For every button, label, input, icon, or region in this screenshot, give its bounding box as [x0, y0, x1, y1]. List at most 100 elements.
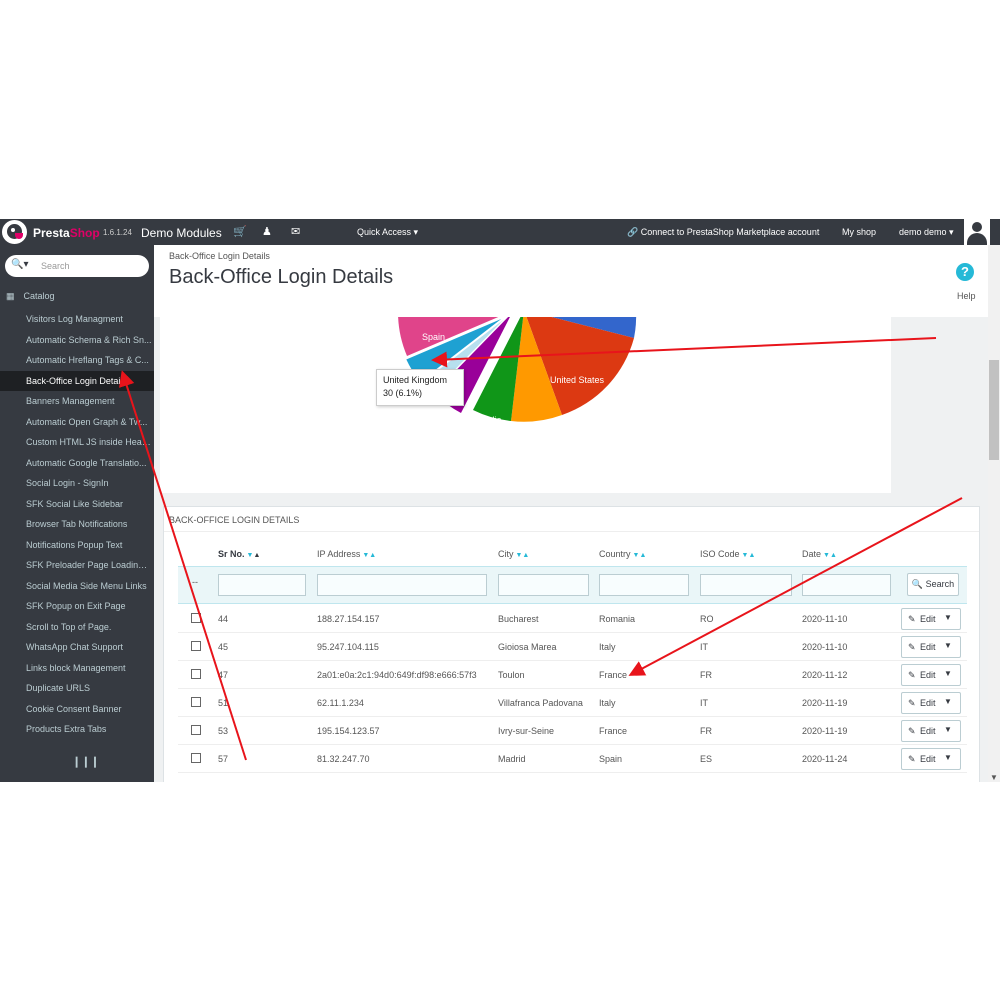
row-checkbox[interactable] — [191, 641, 201, 651]
sidebar-item[interactable]: Notifications Popup Text — [26, 539, 123, 550]
sidebar-item[interactable]: Automatic Hreflang Tags & C... — [26, 355, 149, 365]
column-header-city[interactable]: City ▼▲ — [498, 549, 529, 559]
envelope-icon[interactable]: ✉ — [291, 226, 301, 238]
cell-ip: 81.32.247.70 — [317, 754, 370, 764]
table-row[interactable]: 51 62.11.1.234 Villafranca Padovana Italy IT… — [178, 689, 967, 717]
sidebar-item[interactable]: WhatsApp Chat Support — [26, 642, 124, 652]
row-checkbox[interactable] — [191, 753, 201, 763]
cell-sr: 47 — [218, 670, 229, 680]
filter-ip-address-input[interactable] — [317, 574, 487, 596]
pie-label-united-states: United States — [550, 375, 605, 385]
edit-button[interactable]: ✎ Edit ▼ — [901, 636, 961, 658]
sort-arrows-icon[interactable]: ▼▲ — [741, 552, 756, 559]
filter-iso-code-input[interactable] — [700, 574, 792, 596]
column-header-sr-no-label: Sr No. — [218, 549, 245, 559]
sidebar-item[interactable]: Automatic Schema & Rich Sn... — [26, 334, 152, 345]
sidebar-item[interactable]: Products Extra Tabs — [26, 724, 107, 734]
customer-icon[interactable]: ♟ — [262, 226, 272, 238]
sidebar-item[interactable]: SFK Preloader Page Loading ... — [26, 560, 154, 570]
caret-down-icon[interactable]: ▼ — [944, 753, 952, 762]
filter-sr-no-input[interactable] — [218, 574, 306, 596]
caret-down-icon[interactable]: ▼ — [944, 725, 952, 734]
page-scrollbar[interactable]: ▼ — [988, 245, 1000, 782]
my-shop-link[interactable]: My shop — [842, 227, 877, 237]
search-icon[interactable]: 🔍▾ — [11, 259, 29, 270]
sidebar-item[interactable]: Links block Management — [26, 662, 126, 673]
row-checkbox[interactable] — [191, 613, 201, 623]
sidebar-item[interactable]: SFK Social Like Sidebar — [26, 498, 124, 509]
cell-ip: 195.154.123.57 — [317, 726, 380, 736]
collapse-menu-icon[interactable]: ❙❙❙ — [72, 756, 100, 768]
cell-country: Spain — [599, 754, 623, 764]
quick-access-dropdown[interactable]: Quick Access ▾ — [357, 227, 419, 237]
sidebar-section-catalog[interactable]: ▦ Catalog — [6, 291, 55, 302]
column-header-sr-no[interactable]: Sr No. ▼▲ — [218, 549, 260, 559]
search-input[interactable]: Search — [41, 261, 70, 271]
pie-slice-blue[interactable] — [524, 317, 637, 338]
caret-down-icon[interactable]: ▼ — [944, 613, 952, 622]
help-icon[interactable]: ? — [956, 263, 974, 281]
edit-button[interactable]: ✎ Edit ▼ — [901, 720, 961, 742]
cell-sr: 53 — [218, 726, 229, 736]
breadcrumb[interactable]: Back-Office Login Details — [169, 251, 270, 261]
user-menu[interactable]: demo demo ▾ — [899, 227, 954, 237]
sidebar-item[interactable]: Visitors Log Managment — [26, 314, 123, 324]
cell-date: 2020-11-19 — [802, 726, 848, 736]
cart-icon[interactable]: 🛒 — [233, 226, 247, 238]
panel-title: BACK-OFFICE LOGIN DETAILS — [169, 515, 300, 525]
edit-button[interactable]: ✎ Edit ▼ — [901, 692, 961, 714]
sidebar-item[interactable]: Duplicate URLS — [26, 683, 91, 693]
pencil-icon: ✎ — [908, 670, 916, 680]
shop-name[interactable]: Demo Modules — [141, 226, 222, 240]
help-label[interactable]: Help — [957, 291, 976, 301]
table-row[interactable]: 45 95.247.104.115 Gioiosa Marea Italy IT 2020… — [178, 633, 967, 661]
edit-button[interactable]: ✎ Edit ▼ — [901, 748, 961, 770]
sort-arrows-icon[interactable]: ▼▲ — [823, 552, 837, 559]
sidebar-item[interactable]: Browser Tab Notifications — [26, 519, 128, 529]
row-checkbox[interactable] — [191, 669, 201, 679]
table-row[interactable]: 44 188.27.154.157 Bucharest Romania RO 2020-1… — [178, 605, 967, 633]
caret-down-icon[interactable]: ▼ — [944, 669, 952, 678]
sidebar-item[interactable]: Scroll to Top of Page. — [26, 621, 112, 632]
sidebar-item[interactable]: Banners Management — [26, 396, 115, 406]
filter-date-input[interactable] — [802, 574, 891, 596]
sidebar-item[interactable]: Social Login - SignIn — [26, 478, 109, 488]
filter-country-input[interactable] — [599, 574, 689, 596]
sidebar-item[interactable]: SFK Popup on Exit Page — [26, 601, 126, 611]
sort-arrows-icon[interactable]: ▼▲ — [246, 552, 261, 559]
brand-name[interactable]: PrestaShop — [33, 226, 100, 240]
caret-down-icon[interactable]: ▼ — [944, 697, 952, 706]
search-button[interactable]: 🔍 Search — [907, 573, 959, 596]
edit-label: Edit — [920, 642, 936, 652]
sidebar-item[interactable]: Automatic Google Translatio... — [26, 457, 147, 468]
table-row[interactable]: 53 195.154.123.57 Ivry-sur-Seine France FR 20… — [178, 717, 967, 745]
scrollbar-thumb[interactable] — [989, 360, 999, 460]
column-header-ip-address[interactable]: IP Address ▼▲ — [317, 549, 376, 559]
prestashop-logo-icon[interactable] — [2, 220, 27, 244]
page-title: Back-Office Login Details — [169, 266, 394, 288]
avatar[interactable] — [964, 219, 990, 245]
row-checkbox[interactable] — [191, 697, 201, 707]
sort-arrows-icon[interactable]: ▼▲ — [632, 552, 647, 559]
sidebar-item[interactable]: Social Media Side Menu Links — [26, 580, 147, 591]
sort-arrows-icon[interactable]: ▼▲ — [362, 552, 377, 559]
column-header-iso-code[interactable]: ISO Code ▼▲ — [700, 549, 755, 559]
caret-down-icon[interactable]: ▼ — [944, 641, 952, 650]
edit-button[interactable]: ✎ Edit ▼ — [901, 664, 961, 686]
column-header-country[interactable]: Country ▼▲ — [599, 549, 646, 559]
table-row[interactable]: 57 81.32.247.70 Madrid Spain ES 2020-11-24 ✎ Ed… — [178, 745, 967, 773]
sidebar-item[interactable]: Cookie Consent Banner — [26, 703, 122, 714]
scroll-down-icon[interactable]: ▼ — [990, 773, 998, 782]
column-header-date[interactable]: Date ▼▲ — [802, 549, 837, 559]
edit-button[interactable]: ✎ Edit ▼ — [901, 608, 961, 630]
sidebar-item[interactable]: Automatic Open Graph & Tw... — [26, 416, 148, 427]
row-checkbox[interactable] — [191, 725, 201, 735]
sidebar-item[interactable]: Custom HTML JS inside Head... — [26, 437, 154, 447]
sort-arrows-icon[interactable]: ▼▲ — [515, 552, 530, 559]
sidebar-item[interactable]: Back-Office Login Details — [0, 370, 154, 391]
filter-city-input[interactable] — [498, 574, 589, 596]
sidebar-search[interactable]: 🔍▾ Search — [5, 255, 149, 277]
table-row[interactable]: 47 2a01:e0a:2c1:94d0:649f:df98:e666:57f3 T… — [178, 661, 967, 689]
pie-slice-spain[interactable] — [398, 317, 510, 356]
marketplace-connect-link[interactable]: 🔗 Connect to PrestaShop Marketplace acco… — [627, 227, 819, 238]
